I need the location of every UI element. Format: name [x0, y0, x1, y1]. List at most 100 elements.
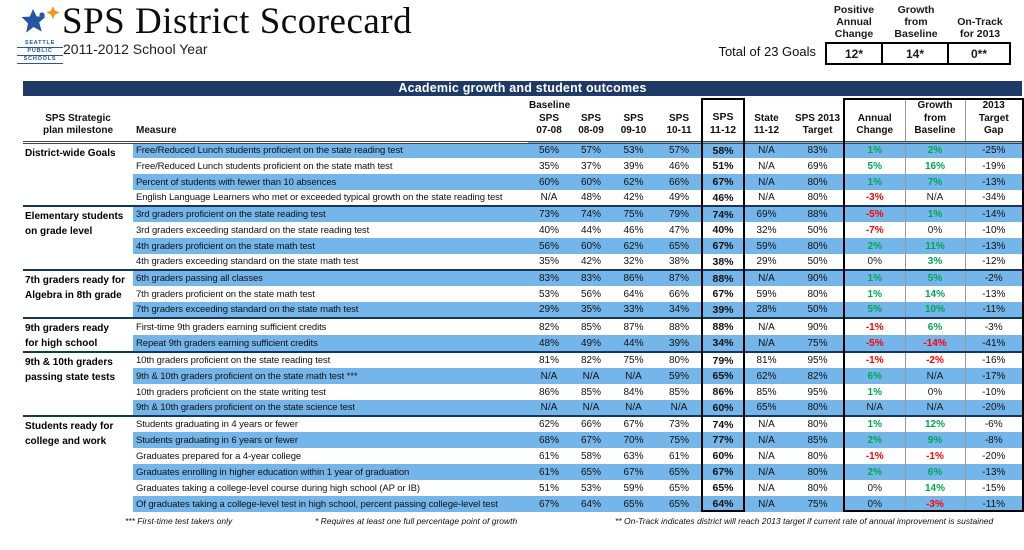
- value-cell: -1%: [865, 321, 884, 333]
- measure-cell: Graduates enrolling in higher education …: [133, 464, 528, 480]
- value-cell: 61%: [528, 464, 570, 480]
- measure-cell: English Language Learners who met or exc…: [136, 192, 503, 203]
- measure-cell: Graduates prepared for a 4-year college: [136, 450, 302, 462]
- value-cell: N/A: [845, 400, 905, 416]
- value-cell: 2%: [845, 432, 905, 448]
- value-cell: 0%: [867, 482, 882, 494]
- value-cell: N/A: [904, 368, 965, 384]
- value-cell: 48%: [528, 335, 570, 352]
- value-cell: 39%: [623, 160, 644, 172]
- summary-heading-growth-from-baseline: Growth from Baseline: [894, 4, 938, 40]
- value-cell: 50%: [790, 302, 845, 318]
- value-cell: 47%: [668, 224, 689, 236]
- value-cell: 42%: [623, 192, 644, 203]
- table-row: Repeat 9th graders earning sufficient cr…: [23, 335, 1022, 352]
- value-cell: 6%: [904, 464, 965, 480]
- value-cell: N/A: [758, 450, 775, 462]
- value-cell: 5%: [904, 270, 965, 286]
- value-cell: 39%: [655, 335, 703, 352]
- milestone-cell: Elementary students on grade level: [23, 206, 133, 270]
- value-cell: 65%: [655, 464, 703, 480]
- table-row: 9th graders ready for high school First-t…: [23, 318, 1022, 352]
- value-cell: 67%: [623, 419, 644, 430]
- table-row: 7th graders proficient on the state math…: [23, 286, 1022, 302]
- measure-cell: Percent of students with fewer than 10 a…: [133, 174, 528, 190]
- column-header: SPS 2013 Target: [790, 98, 845, 144]
- milestone-section: Students ready for college and work Stude…: [23, 416, 1022, 512]
- value-cell: -8%: [964, 432, 1022, 448]
- measure-cell: Graduates taking a college-level course …: [136, 482, 420, 494]
- value-cell: -12%: [964, 254, 1022, 270]
- value-cell: 32%: [756, 224, 777, 236]
- table-row: Elementary students on grade level 3rd gr…: [23, 206, 1022, 270]
- table-row: 9th & 10th graders passing state tests 10…: [23, 352, 1022, 416]
- value-cell: -6%: [964, 416, 1022, 432]
- value-cell: 64%: [570, 496, 612, 512]
- goals-summary: Total of 23 Goals Positive Annual Change…: [718, 4, 1011, 66]
- value-cell: 10%: [904, 302, 965, 318]
- value-cell: 56%: [580, 288, 601, 300]
- logo-line-3: SCHOOLS: [17, 56, 63, 64]
- value-cell: 75%: [790, 335, 845, 352]
- table-row: 4th graders exceeding standard on the st…: [23, 254, 1022, 270]
- value-cell: 61%: [538, 450, 559, 462]
- value-cell: 84%: [623, 386, 644, 398]
- value-cell: 67%: [570, 432, 612, 448]
- logo-line-2: PUBLIC: [17, 48, 63, 56]
- value-cell: 33%: [612, 302, 655, 318]
- value-cell: N/A: [540, 192, 558, 203]
- value-cell: 86%: [538, 386, 559, 398]
- value-cell: 57%: [655, 142, 703, 158]
- value-cell: 16%: [904, 158, 965, 174]
- value-cell: 88%: [668, 321, 689, 333]
- value-cell: N/A: [904, 400, 965, 416]
- value-cell: 85%: [790, 432, 845, 448]
- value-cell: 74%: [712, 418, 734, 431]
- measure-cell: Students graduating in 6 years or fewer: [133, 432, 528, 448]
- value-cell: -14%: [964, 206, 1022, 222]
- value-cell: 56%: [528, 142, 570, 158]
- value-cell: 80%: [790, 174, 845, 190]
- value-cell: N/A: [743, 270, 790, 286]
- table-row: 9th & 10th graders proficient on the sta…: [23, 400, 1022, 416]
- value-cell: 53%: [612, 142, 655, 158]
- value-cell: N/A: [758, 160, 775, 172]
- value-cell: 67%: [703, 464, 743, 480]
- summary-heading-positive-annual-change: Positive Annual Change: [833, 4, 875, 40]
- school-year-subtitle: 2011-2012 School Year: [63, 40, 208, 57]
- value-cell: 38%: [712, 255, 734, 268]
- value-cell: 86%: [712, 386, 734, 398]
- value-cell: 46%: [668, 160, 689, 172]
- value-cell: 88%: [712, 321, 734, 333]
- value-cell: 56%: [528, 238, 570, 254]
- value-cell: 83%: [790, 142, 845, 158]
- measure-cell: First-time 9th graders earning sufficien…: [136, 321, 327, 333]
- value-cell: -14%: [904, 335, 965, 352]
- value-cell: 58%: [703, 142, 743, 158]
- value-cell: 60%: [712, 450, 734, 462]
- milestone-section: 9th graders ready for high school First-t…: [23, 318, 1022, 352]
- value-cell: 80%: [790, 464, 845, 480]
- value-cell: -13%: [964, 238, 1022, 254]
- value-cell: -3%: [865, 192, 884, 203]
- value-cell: 53%: [538, 288, 559, 300]
- section-banner: Academic growth and student outcomes: [23, 81, 1022, 96]
- table-row: 4th graders proficient on the state math…: [23, 238, 1022, 254]
- scorecard-table: SPS Strategic plan milestone Measure Basel…: [23, 98, 1022, 512]
- value-cell: N/A: [743, 496, 790, 512]
- value-cell: 80%: [807, 450, 828, 462]
- footnote-requires-growth: * Requires at least one full percentage …: [315, 516, 518, 526]
- value-cell: -1%: [865, 355, 884, 366]
- value-cell: 29%: [528, 302, 570, 318]
- value-cell: 82%: [580, 355, 601, 366]
- value-cell: -5%: [845, 335, 905, 352]
- value-cell: 69%: [743, 206, 790, 222]
- table-row: Students ready for college and work Stude…: [23, 416, 1022, 512]
- value-cell: -7%: [865, 224, 884, 236]
- value-cell: -20%: [964, 400, 1022, 416]
- value-cell: 65%: [570, 464, 612, 480]
- value-cell: 85%: [756, 386, 777, 398]
- summary-value-growth-from-baseline: 14*: [883, 42, 949, 66]
- value-cell: 83%: [528, 270, 570, 286]
- value-cell: 75%: [790, 496, 845, 512]
